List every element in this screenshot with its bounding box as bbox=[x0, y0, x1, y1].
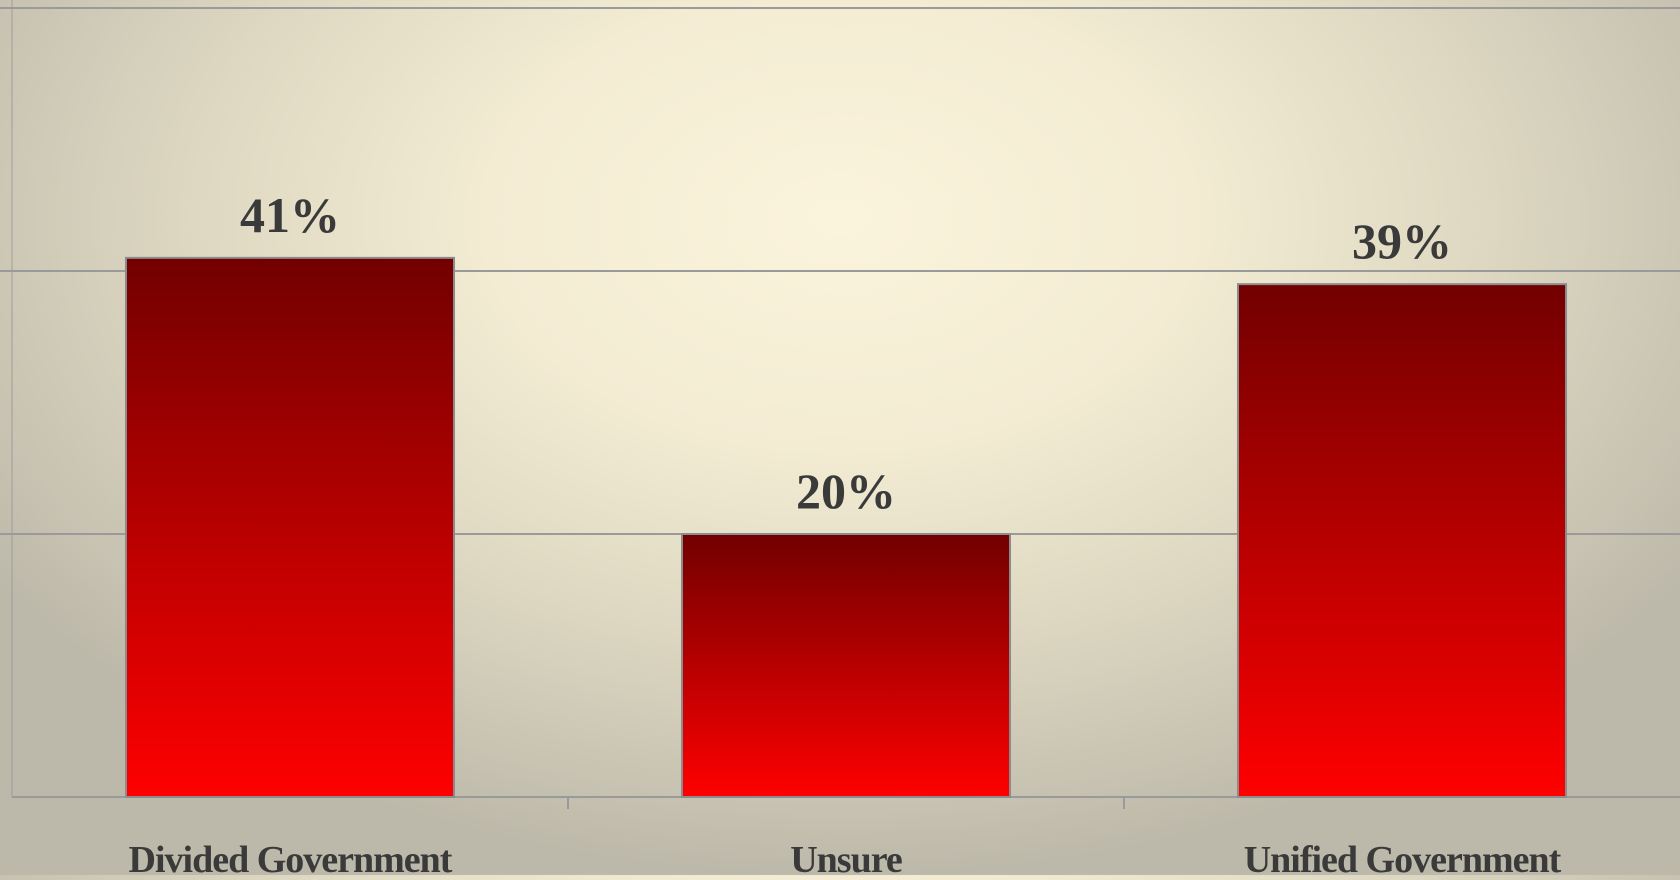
bar-unified-government bbox=[1236, 283, 1568, 798]
data-label: 39% bbox=[1352, 213, 1452, 269]
bars bbox=[124, 256, 1568, 799]
bar-unsure bbox=[680, 533, 1012, 798]
data-label: 20% bbox=[796, 463, 896, 519]
category-labels: Divided Government Unsure Unified Governme… bbox=[129, 839, 1563, 880]
bar-divided-government bbox=[124, 256, 456, 799]
category-label: Divided Government bbox=[129, 839, 453, 875]
data-labels: 41% 20% 39% bbox=[240, 187, 1452, 519]
category-label: Unified Government bbox=[1244, 839, 1562, 875]
category-label: Unsure bbox=[790, 839, 902, 875]
data-label: 41% bbox=[240, 187, 340, 243]
